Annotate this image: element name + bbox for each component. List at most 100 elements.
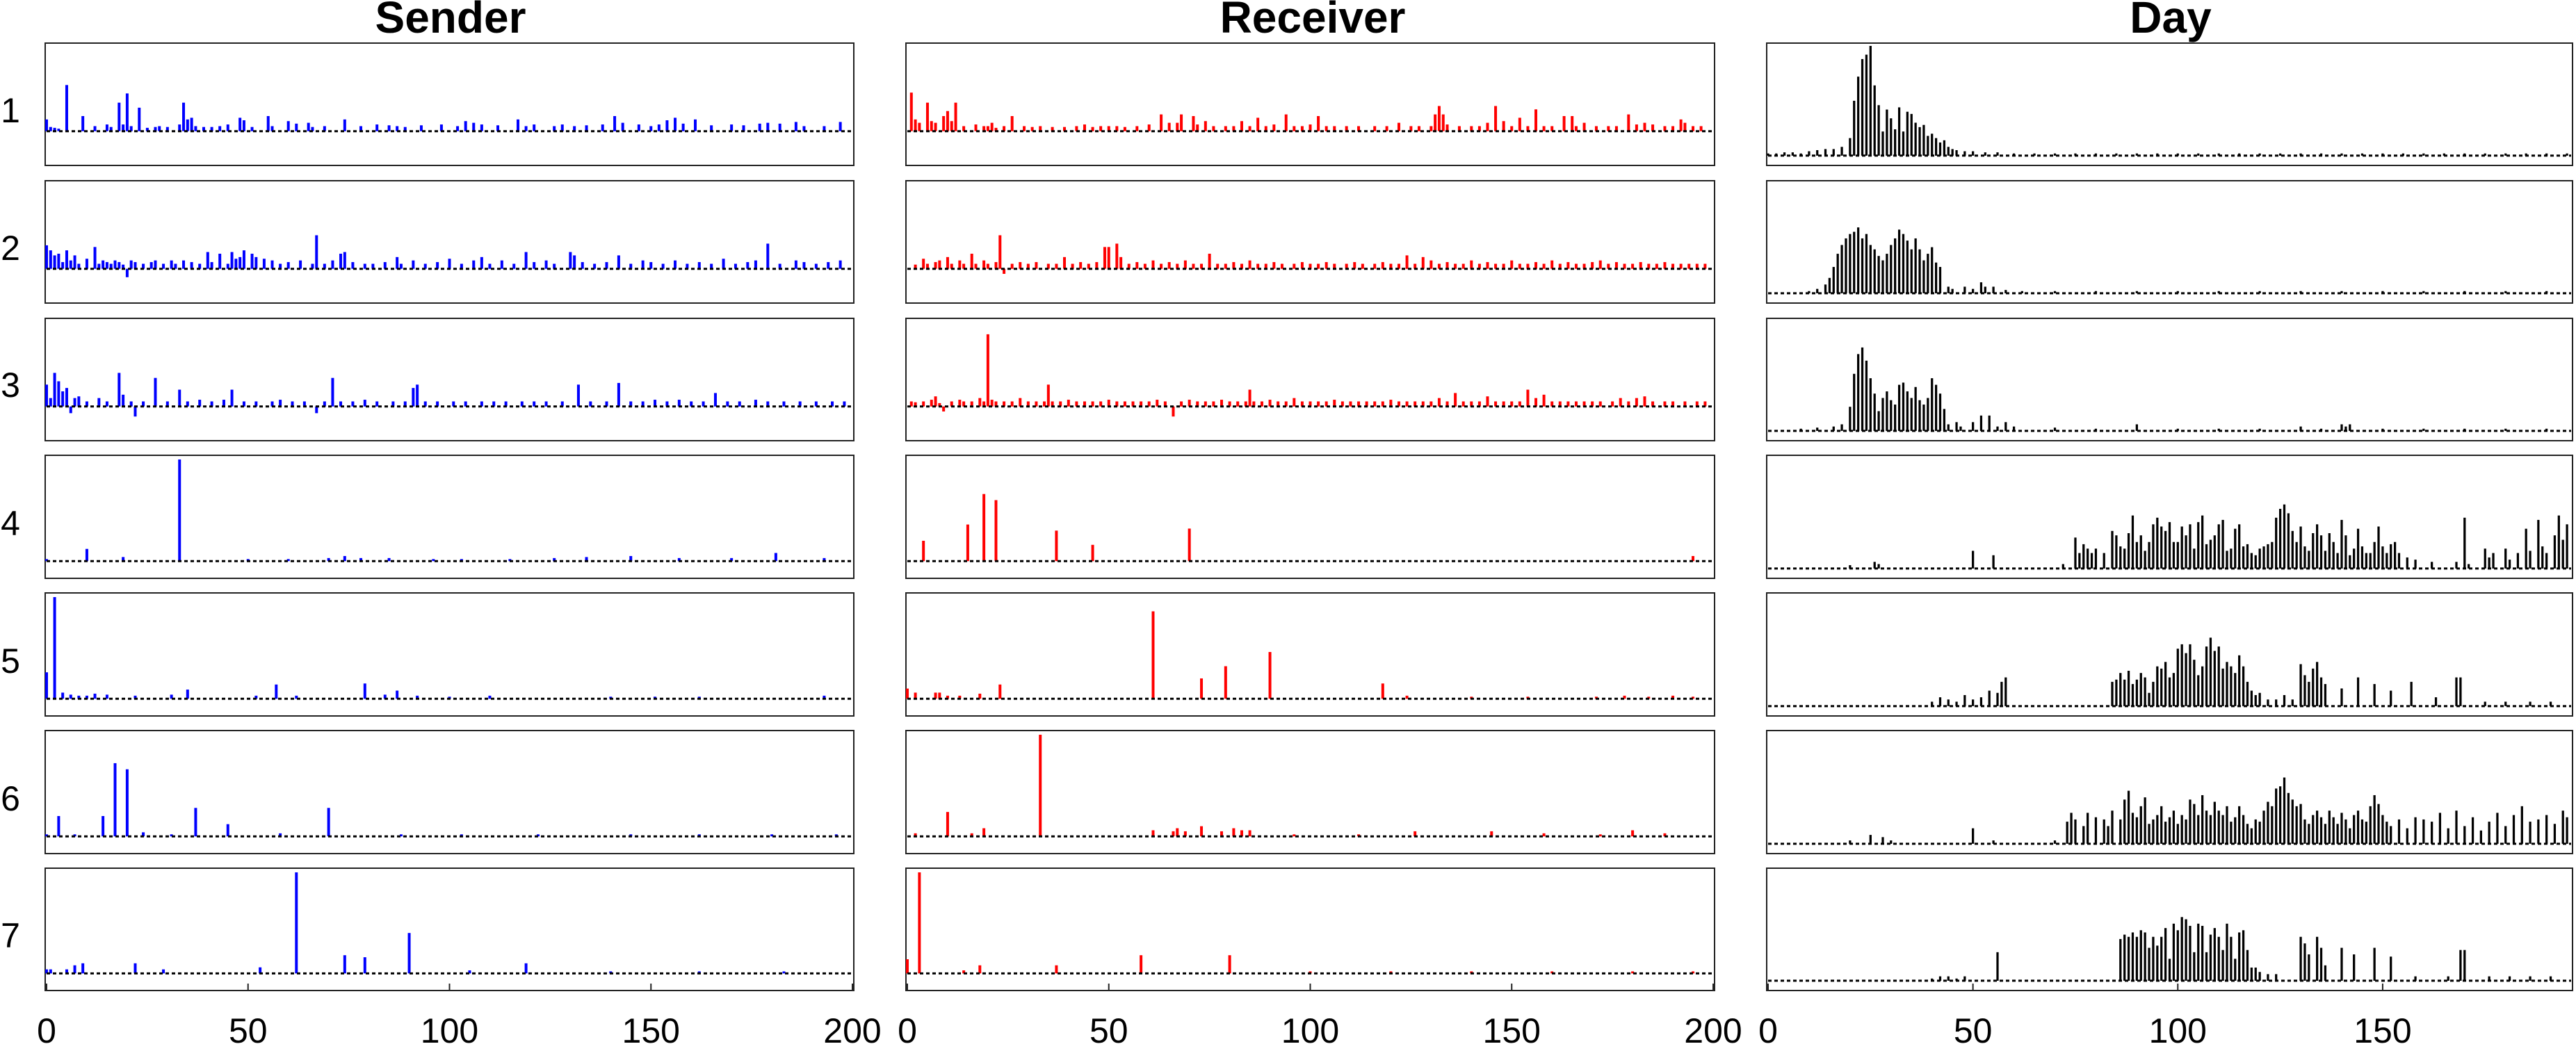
sender-panel-4 bbox=[44, 455, 854, 579]
bar bbox=[2443, 153, 2445, 156]
bar bbox=[2287, 792, 2290, 844]
bar bbox=[2393, 541, 2397, 569]
bar bbox=[2324, 551, 2327, 569]
bar bbox=[2090, 553, 2093, 569]
bar bbox=[512, 263, 516, 269]
bar bbox=[524, 126, 528, 131]
bar bbox=[1938, 267, 1942, 293]
bar bbox=[1248, 126, 1251, 131]
bar bbox=[1849, 234, 1852, 293]
bar bbox=[1951, 149, 1954, 156]
bar bbox=[934, 122, 937, 131]
bar bbox=[178, 389, 181, 407]
bar bbox=[1623, 695, 1626, 699]
bar bbox=[1869, 835, 1872, 844]
bar bbox=[1542, 126, 1546, 131]
bar bbox=[681, 123, 685, 131]
bar bbox=[45, 969, 48, 974]
bar bbox=[629, 401, 633, 407]
bar bbox=[242, 250, 245, 269]
bar bbox=[383, 262, 387, 269]
bar bbox=[1421, 401, 1425, 407]
bar bbox=[1865, 54, 1868, 156]
bar bbox=[178, 124, 181, 131]
bar bbox=[1240, 121, 1243, 131]
bar bbox=[2135, 679, 2138, 706]
bar bbox=[1063, 256, 1067, 269]
bar bbox=[2189, 799, 2192, 844]
bar bbox=[2238, 932, 2241, 981]
bar bbox=[2349, 828, 2351, 844]
bar bbox=[2250, 690, 2253, 706]
bar bbox=[93, 247, 97, 269]
bar bbox=[1627, 114, 1630, 131]
bar bbox=[2087, 813, 2089, 844]
bar bbox=[1502, 263, 1505, 269]
bar bbox=[1627, 401, 1630, 407]
bar bbox=[1890, 245, 1893, 293]
bar bbox=[105, 262, 108, 269]
bar bbox=[1775, 153, 1778, 156]
bar bbox=[823, 126, 826, 131]
bar bbox=[2180, 526, 2183, 569]
bar bbox=[697, 262, 701, 269]
bar bbox=[2488, 557, 2490, 569]
receiver-panel-4 bbox=[905, 455, 1715, 579]
bar bbox=[1894, 129, 1897, 156]
bar bbox=[2459, 677, 2462, 706]
bar bbox=[2111, 530, 2114, 569]
bar bbox=[383, 694, 387, 699]
bar bbox=[934, 396, 937, 407]
bar bbox=[1816, 288, 1819, 293]
bar bbox=[677, 557, 681, 562]
bar bbox=[2566, 153, 2568, 156]
bar bbox=[831, 401, 834, 407]
bar bbox=[2168, 817, 2171, 844]
bar bbox=[1397, 122, 1400, 131]
bar bbox=[194, 808, 197, 837]
bar bbox=[1172, 406, 1175, 417]
bar bbox=[601, 124, 604, 131]
bar bbox=[2356, 677, 2360, 706]
bar bbox=[371, 263, 375, 269]
bar bbox=[621, 122, 624, 131]
bar bbox=[118, 102, 121, 131]
bar bbox=[1010, 263, 1014, 269]
bar bbox=[2226, 923, 2228, 981]
bar bbox=[1075, 401, 1078, 407]
bar bbox=[1894, 405, 1897, 431]
bar bbox=[1877, 105, 1880, 156]
bar bbox=[2103, 819, 2105, 844]
bar bbox=[2144, 551, 2146, 569]
bar bbox=[226, 124, 229, 131]
bar bbox=[1655, 263, 1658, 269]
bar bbox=[2242, 666, 2245, 706]
bar bbox=[629, 263, 633, 269]
x-tick-label: 50 bbox=[229, 1011, 268, 1050]
bar bbox=[2094, 428, 2098, 431]
bar bbox=[279, 263, 282, 269]
bar bbox=[170, 694, 173, 699]
bar bbox=[480, 256, 483, 269]
bar bbox=[1526, 126, 1530, 131]
bar bbox=[2131, 932, 2134, 981]
bar bbox=[2463, 517, 2466, 569]
bar bbox=[122, 557, 125, 562]
bar bbox=[1671, 401, 1675, 407]
bar bbox=[387, 557, 391, 562]
bar bbox=[133, 262, 137, 269]
bar bbox=[142, 401, 145, 407]
bar bbox=[1059, 401, 1062, 407]
bar bbox=[2074, 537, 2077, 569]
bar bbox=[186, 119, 189, 131]
bar bbox=[1927, 398, 1929, 431]
bar bbox=[1470, 126, 1473, 131]
bar bbox=[182, 102, 186, 131]
x-tick-label: 150 bbox=[2354, 1011, 2411, 1050]
bar bbox=[1010, 401, 1014, 407]
bar bbox=[1224, 666, 1227, 699]
bar bbox=[2115, 535, 2118, 569]
bar bbox=[1679, 263, 1683, 269]
bar bbox=[1208, 253, 1211, 269]
bar bbox=[375, 124, 379, 131]
